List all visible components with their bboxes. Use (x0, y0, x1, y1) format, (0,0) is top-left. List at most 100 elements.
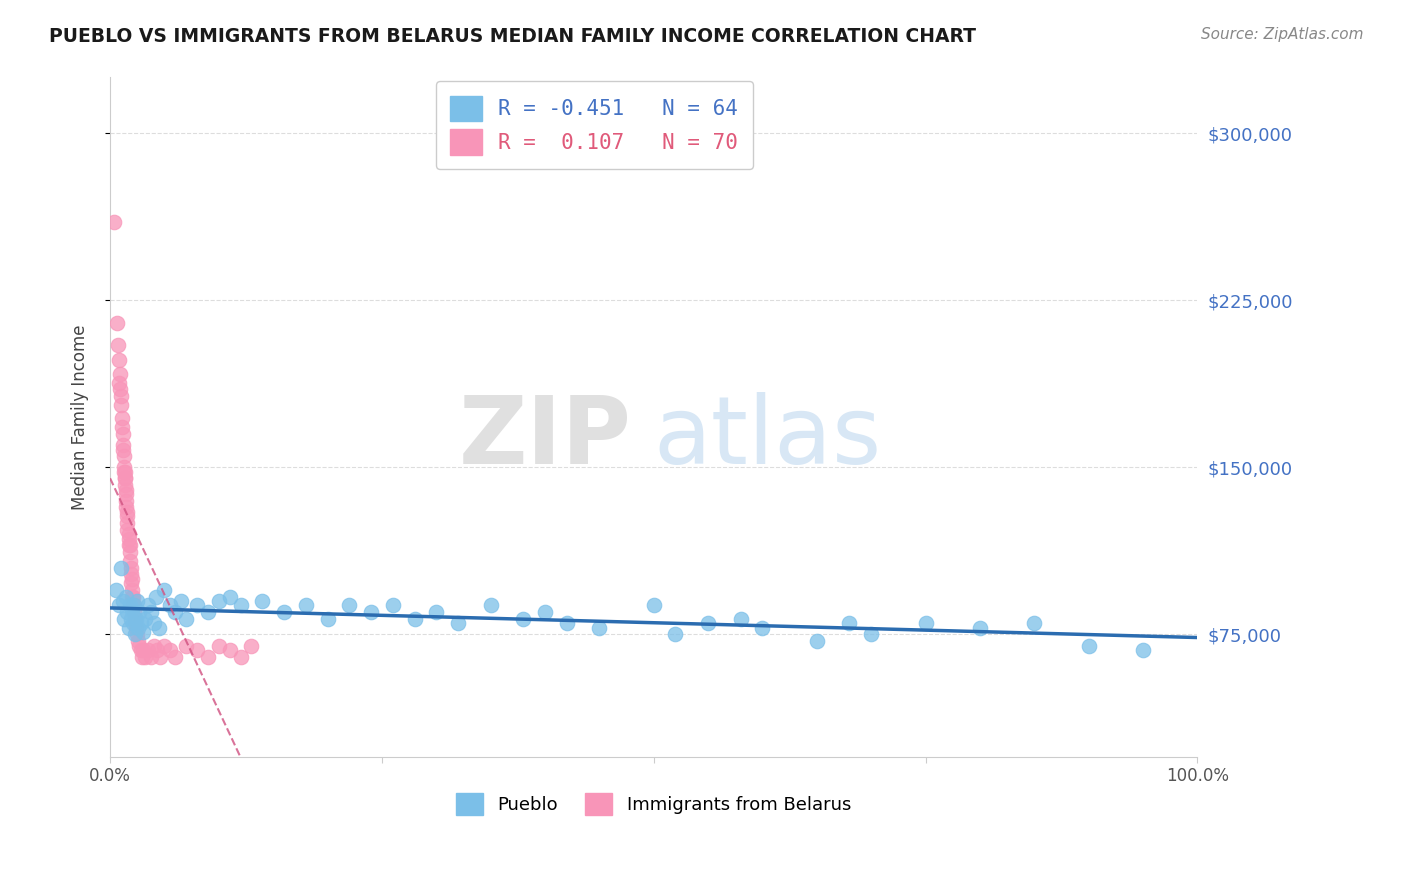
Point (730, 612, 752, 626)
Point (115, 493, 138, 508)
Point (229, 599, 252, 613)
Point (134, 612, 156, 626)
Point (643, 599, 665, 613)
Point (111, 420, 134, 434)
Y-axis label: Median Family Income: Median Family Income (72, 325, 89, 510)
Point (127, 627, 149, 641)
Point (294, 599, 316, 613)
Point (117, 509, 139, 524)
Point (125, 612, 148, 626)
Point (664, 627, 686, 641)
Text: PUEBLO VS IMMIGRANTS FROM BELARUS MEDIAN FAMILY INCOME CORRELATION CHART: PUEBLO VS IMMIGRANTS FROM BELARUS MEDIAN… (49, 27, 976, 45)
Point (131, 649, 153, 664)
Point (148, 621, 170, 635)
Point (107, 338, 129, 352)
Point (120, 560, 142, 574)
Point (111, 411, 134, 425)
Point (145, 590, 167, 604)
Point (107, 353, 129, 368)
Point (117, 523, 139, 537)
Point (122, 599, 145, 613)
Point (117, 505, 139, 519)
Text: Source: ZipAtlas.com: Source: ZipAtlas.com (1201, 27, 1364, 42)
Point (159, 643, 181, 657)
Point (112, 594, 135, 608)
Point (120, 612, 142, 626)
Point (252, 594, 274, 608)
Point (337, 599, 360, 613)
Point (118, 554, 141, 568)
Point (112, 612, 135, 626)
Point (121, 582, 143, 597)
Point (117, 538, 139, 552)
Point (122, 605, 145, 619)
Point (174, 639, 197, 653)
Point (129, 643, 152, 657)
Point (112, 438, 135, 452)
Point (479, 599, 502, 613)
Point (1132, 643, 1154, 657)
Point (112, 465, 135, 479)
Point (127, 621, 149, 635)
Point (103, 215, 125, 229)
Point (124, 612, 146, 626)
Point (969, 621, 991, 635)
Point (121, 572, 143, 586)
Point (404, 612, 426, 626)
Point (118, 545, 141, 559)
Point (118, 599, 141, 613)
Point (117, 621, 139, 635)
Point (316, 612, 339, 626)
Point (751, 621, 773, 635)
Point (165, 605, 187, 619)
Point (838, 616, 860, 631)
Point (914, 616, 936, 631)
Text: atlas: atlas (654, 392, 882, 483)
Point (174, 612, 197, 626)
Point (114, 471, 136, 485)
Point (110, 560, 132, 574)
Point (1024, 616, 1046, 631)
Point (588, 621, 610, 635)
Point (117, 516, 139, 530)
Point (121, 603, 143, 617)
Point (114, 471, 136, 485)
Point (208, 639, 231, 653)
Point (108, 382, 131, 396)
Legend: Pueblo, Immigrants from Belarus: Pueblo, Immigrants from Belarus (449, 786, 859, 822)
Point (136, 599, 159, 613)
Point (697, 616, 720, 631)
Point (131, 625, 153, 640)
Point (114, 465, 136, 479)
Point (124, 616, 146, 631)
Point (122, 590, 145, 604)
Point (153, 639, 176, 653)
Point (118, 538, 141, 552)
Point (117, 532, 139, 546)
Point (131, 643, 153, 657)
Point (114, 478, 136, 492)
Point (125, 621, 148, 635)
Point (108, 367, 131, 381)
Point (128, 639, 150, 653)
Point (555, 616, 578, 631)
Point (141, 649, 163, 664)
Point (136, 643, 159, 657)
Point (124, 627, 146, 641)
Point (104, 582, 127, 597)
Point (218, 643, 240, 657)
Point (121, 590, 143, 604)
Point (134, 649, 156, 664)
Point (105, 316, 128, 330)
Point (127, 634, 149, 648)
Point (425, 605, 447, 619)
Point (117, 605, 139, 619)
Point (165, 649, 187, 664)
Point (186, 643, 208, 657)
Point (197, 605, 219, 619)
Point (112, 449, 135, 463)
Point (112, 460, 135, 475)
Point (273, 605, 295, 619)
Point (107, 376, 129, 390)
Point (122, 599, 145, 613)
